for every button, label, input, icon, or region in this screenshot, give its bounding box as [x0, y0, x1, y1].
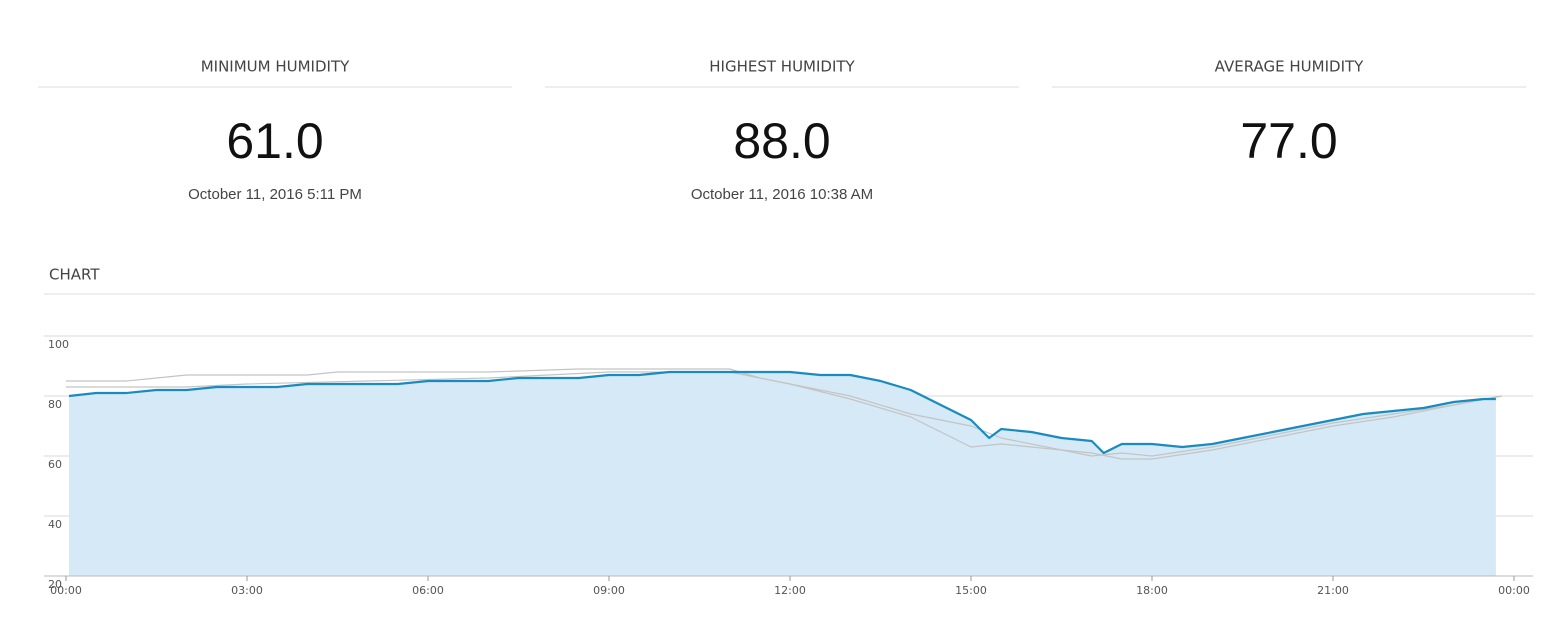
card-date: October 11, 2016 5:11 PM — [188, 186, 362, 203]
card-value: 77.0 — [1240, 113, 1337, 169]
card-title: AVERAGE HUMIDITY — [1215, 58, 1364, 76]
y-tick-label: 60 — [48, 458, 62, 471]
section-header: CHART — [49, 266, 100, 284]
y-tick-label: 100 — [48, 338, 69, 351]
line — [66, 371, 1503, 460]
area — [69, 372, 1496, 576]
chart: 20 40 60 80 100 00:00 03:00 06:00 09:00 12:00 15:0… — [44, 335, 1533, 597]
x-tick-label: 09:00 — [593, 584, 625, 597]
x-tick-label: 15:00 — [955, 584, 987, 597]
stat-card: MINIMUM HUMIDITY 61.0 October 11, 2016 5… — [38, 58, 512, 203]
card-value: 88.0 — [733, 113, 830, 169]
y-tick-label: 20 — [48, 578, 62, 591]
line — [66, 368, 1503, 457]
card-title: HIGHEST HUMIDITY — [709, 58, 855, 76]
x-tick-label: 21:00 — [1317, 584, 1349, 597]
stat-card: HIGHEST HUMIDITY 88.0 October 11, 2016 1… — [545, 58, 1019, 203]
y-tick-label: 80 — [48, 398, 62, 411]
x-tick-label: 12:00 — [774, 584, 806, 597]
x-tick-label: 00:00 — [50, 584, 82, 597]
stat-card: AVERAGE HUMIDITY 77.0 — [1052, 58, 1526, 169]
card-date: October 11, 2016 10:38 AM — [691, 186, 873, 203]
card-value: 61.0 — [226, 113, 323, 169]
x-tick-label: 00:00 — [1498, 584, 1530, 597]
y-tick-label: 40 — [48, 518, 62, 531]
line — [68, 370, 1496, 455]
x-tick-label: 18:00 — [1136, 584, 1168, 597]
card-title: MINIMUM HUMIDITY — [201, 58, 350, 76]
x-tick-label: 06:00 — [412, 584, 444, 597]
x-tick-label: 03:00 — [231, 584, 263, 597]
